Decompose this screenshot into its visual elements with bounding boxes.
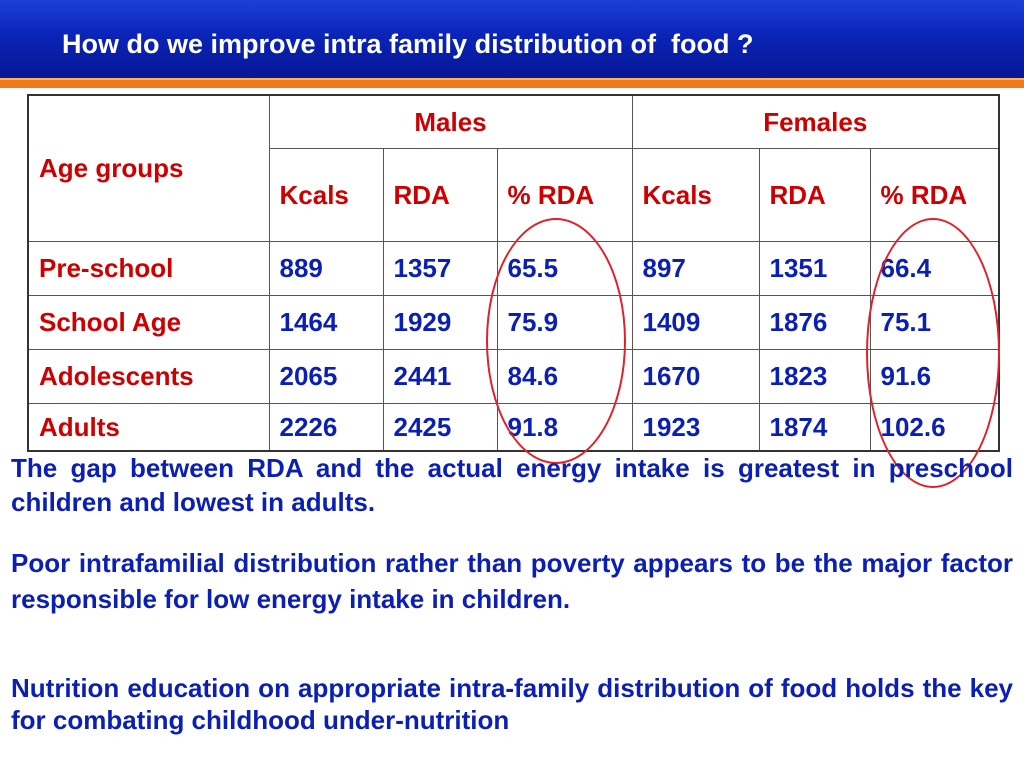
cell-males-rda: 1357 [382,241,498,296]
cell-females-kcals: 1923 [631,403,760,452]
cell-males-pct-rda: 91.8 [496,403,633,452]
cell-females-rda: 1823 [758,349,871,404]
cell-females-rda: 1351 [758,241,871,296]
paragraph-intrafamilial-distribution: Poor intrafamilial distribution rather t… [11,548,1013,614]
cell-females-pct-rda: 66.4 [869,241,1000,296]
cell-males-rda: 2425 [382,403,498,452]
table-row: School Age 1464 1929 75.9 1409 1876 75.1 [27,295,1000,350]
row-label: Pre-school [27,241,270,296]
paragraph-nutrition-education: Nutrition education on appropriate intra… [11,673,1013,735]
paragraph-gap-summary: The gap between RDA and the actual energ… [11,453,1013,517]
title-bar: How do we improve intra family distribut… [0,0,1024,78]
table-header-row: Age groups Males Females [27,94,1000,242]
table-row: Adults 2226 2425 91.8 1923 1874 102.6 [27,403,1000,452]
cell-males-pct-rda: 75.9 [496,295,633,350]
cell-females-pct-rda: 102.6 [869,403,1000,452]
title-accent-stripe [0,78,1024,88]
cell-males-kcals: 2065 [268,349,384,404]
subheader-males-rda: RDA [382,148,498,242]
slide-title: How do we improve intra family distribut… [62,29,754,59]
subheader-males-pct-rda: % RDA [496,148,633,242]
header-females: Females [631,94,1000,149]
row-label: School Age [27,295,270,350]
cell-females-pct-rda: 91.6 [869,349,1000,404]
cell-males-pct-rda: 65.5 [496,241,633,296]
header-age-groups: Age groups [27,94,270,242]
subheader-females-rda: RDA [758,148,871,242]
cell-males-kcals: 2226 [268,403,384,452]
header-males: Males [268,94,633,149]
cell-females-pct-rda: 75.1 [869,295,1000,350]
cell-males-pct-rda: 84.6 [496,349,633,404]
subheader-females-pct-rda: % RDA [869,148,1000,242]
row-label: Adolescents [27,349,270,404]
subheader-females-kcals: Kcals [631,148,760,242]
cell-males-kcals: 889 [268,241,384,296]
row-label: Adults [27,403,270,452]
cell-females-kcals: 1670 [631,349,760,404]
cell-males-kcals: 1464 [268,295,384,350]
cell-males-rda: 1929 [382,295,498,350]
subheader-males-kcals: Kcals [268,148,384,242]
cell-males-rda: 2441 [382,349,498,404]
energy-intake-table: Age groups Males Females Kcals RDA % RDA… [27,94,1001,452]
cell-females-rda: 1874 [758,403,871,452]
table-row: Pre-school 889 1357 65.5 897 1351 66.4 [27,241,1000,296]
cell-females-kcals: 1409 [631,295,760,350]
cell-females-rda: 1876 [758,295,871,350]
table-row: Adolescents 2065 2441 84.6 1670 1823 91.… [27,349,1000,404]
cell-females-kcals: 897 [631,241,760,296]
